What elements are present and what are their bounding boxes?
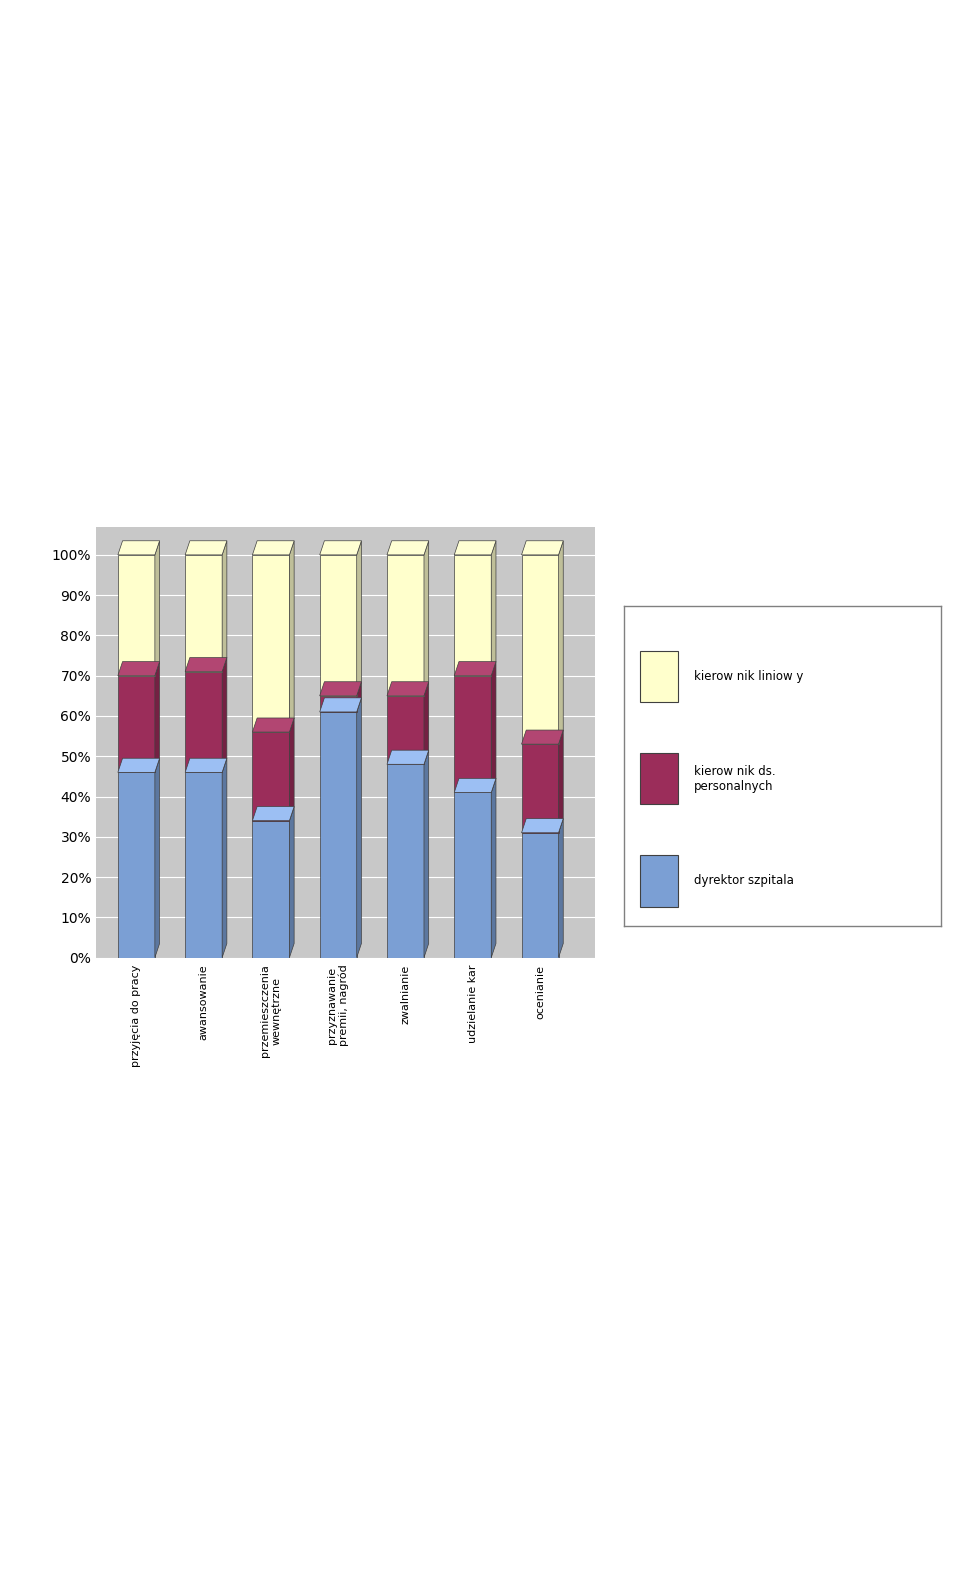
Polygon shape xyxy=(454,541,496,555)
Polygon shape xyxy=(387,681,429,696)
Bar xyxy=(118,555,155,675)
Bar xyxy=(252,733,289,820)
Polygon shape xyxy=(252,806,294,820)
Bar xyxy=(185,555,222,672)
Polygon shape xyxy=(424,541,429,696)
Polygon shape xyxy=(424,681,429,764)
Polygon shape xyxy=(252,718,294,733)
Polygon shape xyxy=(559,729,564,833)
Polygon shape xyxy=(320,541,361,555)
Bar xyxy=(387,764,424,958)
Text: kierow nik ds.
personalnych: kierow nik ds. personalnych xyxy=(694,764,776,793)
Polygon shape xyxy=(559,819,564,958)
Bar xyxy=(639,651,678,702)
Polygon shape xyxy=(289,718,294,820)
Bar xyxy=(639,855,678,907)
Polygon shape xyxy=(289,806,294,958)
Bar xyxy=(521,833,559,958)
Polygon shape xyxy=(521,729,564,744)
Polygon shape xyxy=(222,541,227,672)
Polygon shape xyxy=(320,681,361,696)
Bar xyxy=(387,555,424,696)
Polygon shape xyxy=(185,658,227,672)
Polygon shape xyxy=(185,758,227,772)
Polygon shape xyxy=(185,541,227,555)
Polygon shape xyxy=(424,750,429,958)
Bar xyxy=(320,696,357,712)
Bar xyxy=(252,820,289,958)
Polygon shape xyxy=(357,541,361,696)
Bar xyxy=(252,555,289,733)
Bar xyxy=(118,675,155,772)
Polygon shape xyxy=(492,662,496,793)
Polygon shape xyxy=(252,541,294,555)
Polygon shape xyxy=(357,697,361,958)
Text: dyrektor szpitala: dyrektor szpitala xyxy=(694,875,794,887)
Bar xyxy=(454,675,492,793)
Polygon shape xyxy=(559,541,564,744)
Bar xyxy=(454,793,492,958)
Polygon shape xyxy=(155,662,159,772)
Polygon shape xyxy=(118,541,159,555)
Bar xyxy=(320,712,357,958)
Polygon shape xyxy=(320,697,361,712)
Polygon shape xyxy=(454,662,496,675)
Polygon shape xyxy=(155,541,159,675)
Polygon shape xyxy=(492,779,496,958)
Bar xyxy=(185,772,222,958)
Polygon shape xyxy=(222,658,227,772)
Polygon shape xyxy=(289,541,294,733)
Bar xyxy=(387,696,424,764)
Polygon shape xyxy=(222,758,227,958)
Bar xyxy=(185,672,222,772)
Polygon shape xyxy=(521,819,564,833)
Polygon shape xyxy=(492,541,496,675)
Text: kierow nik liniow y: kierow nik liniow y xyxy=(694,670,804,683)
Bar xyxy=(521,555,559,744)
Bar xyxy=(454,555,492,675)
Bar xyxy=(639,753,678,804)
Polygon shape xyxy=(118,758,159,772)
Polygon shape xyxy=(454,779,496,793)
Polygon shape xyxy=(357,681,361,712)
Polygon shape xyxy=(155,758,159,958)
Polygon shape xyxy=(387,750,429,764)
Bar xyxy=(320,555,357,696)
Polygon shape xyxy=(118,662,159,675)
Bar xyxy=(118,772,155,958)
Bar xyxy=(521,744,559,833)
Polygon shape xyxy=(521,541,564,555)
Polygon shape xyxy=(387,541,429,555)
